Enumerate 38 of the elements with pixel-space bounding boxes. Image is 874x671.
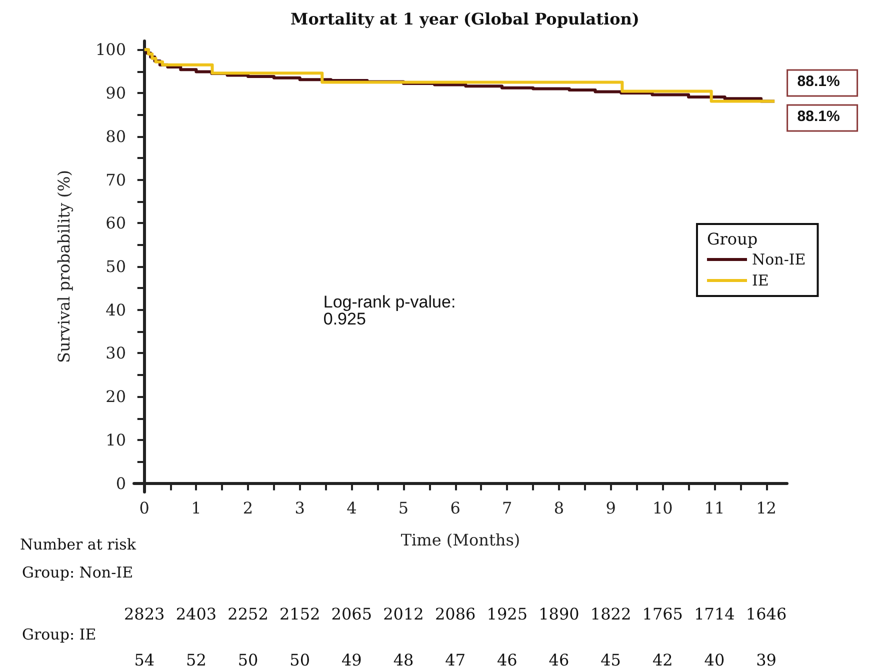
annotation: Log-rank p-value: 0.925: [323, 292, 460, 329]
x-tick-label: 10: [652, 498, 673, 518]
x-tick-label: 2: [242, 498, 254, 518]
x-tick-label: 0: [139, 498, 150, 518]
y-tick-label: 40: [106, 300, 126, 320]
chart-title: Mortality at 1 year (Global Population): [290, 10, 640, 28]
x-tick-label: 1: [191, 498, 202, 518]
y-tick-label: 20: [106, 387, 126, 406]
y-tick-label: 50: [106, 257, 126, 276]
text: Group: Non-IE: [22, 564, 134, 582]
y-tick-label: 10: [106, 430, 126, 450]
y-tick-label: 100: [95, 40, 126, 60]
y-tick-label: 0: [116, 474, 126, 493]
x-tick-label: 3: [294, 498, 305, 518]
legend-label: IE: [752, 272, 769, 290]
y-tick-label: 30: [106, 344, 126, 363]
x-tick-label: 7: [502, 498, 512, 518]
x-tick-label: 11: [704, 498, 725, 518]
text: 54 52 50 50 49 48 47 46 46 45 42 40 39: [134, 650, 776, 670]
y-tick-label: 60: [106, 214, 126, 233]
y-tick-label: 70: [106, 170, 126, 190]
y-axis-title: Survival probability (%): [54, 170, 74, 363]
x-tick-label: 8: [554, 498, 564, 518]
x-axis-title: Time (Months): [400, 530, 520, 550]
x-tick-label: 9: [606, 498, 616, 518]
text: Group: IE: [22, 626, 96, 644]
annotation: 88.1%: [797, 73, 840, 90]
legend-label: Non-IE: [752, 250, 806, 268]
y-tick-label: 90: [106, 84, 126, 103]
x-tick-label: 12: [756, 498, 776, 518]
annotation: 88.1%: [797, 108, 840, 126]
x-tick-label: 5: [398, 498, 409, 518]
text: Number at risk: [20, 536, 137, 554]
legend-title: Group: [707, 230, 758, 248]
y-tick-label: 80: [106, 126, 126, 146]
x-tick-label: 4: [346, 498, 357, 518]
text: 2823 2403 2252 2152 2065 2012 2086 1925 1890 1822 1765 1714 1646: [124, 604, 787, 624]
x-tick-label: 6: [450, 498, 460, 518]
